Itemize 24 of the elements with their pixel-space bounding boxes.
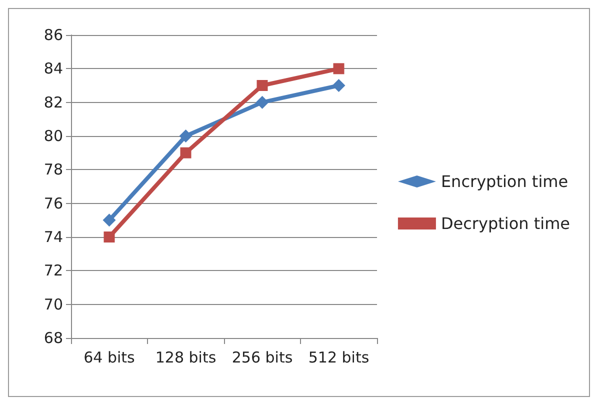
point	[180, 147, 192, 158]
y-tick-label: 76	[44, 194, 63, 212]
y-tick-label: 86	[44, 26, 63, 44]
y-tick-label: 80	[44, 127, 63, 145]
y-tick-label: 84	[44, 60, 63, 78]
point	[102, 214, 116, 227]
x-tick-label: 256 bits	[232, 348, 293, 366]
point	[256, 96, 269, 109]
point	[104, 232, 115, 242]
x-tick-label: 64 bits	[84, 348, 136, 366]
y-tick-label: 68	[44, 329, 63, 347]
point	[179, 130, 192, 142]
y-tick-label: 78	[44, 160, 63, 179]
point	[332, 79, 346, 92]
y-tick-label: 72	[44, 262, 63, 280]
y-tick-label: 70	[44, 295, 63, 314]
y-tick-label: 82	[44, 93, 63, 112]
point	[333, 63, 344, 74]
legend-label: Decryption time	[440, 214, 570, 233]
x-tick-label: 512 bits	[308, 348, 370, 366]
y-tick-label: 74	[44, 228, 63, 246]
legend-label: Encryption time	[440, 172, 568, 191]
point	[256, 80, 268, 91]
x-tick-label: 128 bits	[155, 348, 216, 366]
